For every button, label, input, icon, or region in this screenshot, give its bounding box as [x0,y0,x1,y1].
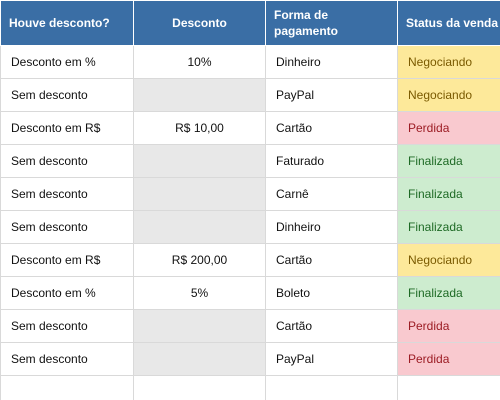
header-desconto[interactable]: Desconto [133,0,266,46]
cell-houve-desconto[interactable]: Sem desconto [0,309,134,343]
cell-houve-desconto[interactable]: Desconto em % [0,45,134,79]
cell-desconto[interactable]: R$ 200,00 [133,243,266,277]
cell-desconto[interactable]: 10% [133,45,266,79]
table-row: Sem desconto Dinheiro Finalizada [0,210,500,244]
header-status-venda[interactable]: Status da venda [397,0,500,46]
cell-desconto[interactable]: R$ 10,00 [133,111,266,145]
cell-forma-pagamento[interactable]: Cartão [265,243,398,277]
table-row: Sem desconto Cartão Perdida [0,309,500,343]
header-houve-desconto[interactable]: Houve desconto? [0,0,134,46]
cell-desconto[interactable] [133,210,266,244]
table-row: Sem desconto PayPal Negociando [0,78,500,112]
cell-houve-desconto[interactable]: Sem desconto [0,144,134,178]
cell-desconto[interactable]: 5% [133,276,266,310]
empty-cell[interactable] [133,375,266,400]
table-row: Sem desconto PayPal Perdida [0,342,500,376]
cell-status-venda[interactable]: Finalizada [397,276,500,310]
cell-status-venda[interactable]: Negociando [397,45,500,79]
cell-desconto[interactable] [133,177,266,211]
cell-status-venda[interactable]: Perdida [397,342,500,376]
cell-status-venda[interactable]: Finalizada [397,210,500,244]
empty-cell[interactable] [0,375,134,400]
cell-status-venda[interactable]: Perdida [397,111,500,145]
table-row: Sem desconto Carnê Finalizada [0,177,500,211]
cell-forma-pagamento[interactable]: Dinheiro [265,45,398,79]
cell-forma-pagamento[interactable]: Cartão [265,111,398,145]
table-row: Desconto em % 10% Dinheiro Negociando [0,45,500,79]
cell-houve-desconto[interactable]: Sem desconto [0,177,134,211]
cell-houve-desconto[interactable]: Sem desconto [0,210,134,244]
header-forma-pagamento[interactable]: Forma de pagamento [265,0,398,46]
cell-forma-pagamento[interactable]: PayPal [265,342,398,376]
cell-status-venda[interactable]: Negociando [397,78,500,112]
cell-houve-desconto[interactable]: Desconto em % [0,276,134,310]
cell-desconto[interactable] [133,144,266,178]
cell-forma-pagamento[interactable]: Dinheiro [265,210,398,244]
cell-desconto[interactable] [133,78,266,112]
table-row-empty [0,375,500,400]
header-row: Houve desconto? Desconto Forma de pagame… [0,0,500,46]
cell-status-venda[interactable]: Perdida [397,309,500,343]
cell-status-venda[interactable]: Negociando [397,243,500,277]
cell-forma-pagamento[interactable]: Faturado [265,144,398,178]
cell-houve-desconto[interactable]: Desconto em R$ [0,243,134,277]
cell-status-venda[interactable]: Finalizada [397,144,500,178]
cell-forma-pagamento[interactable]: PayPal [265,78,398,112]
table-row: Desconto em R$ R$ 10,00 Cartão Perdida [0,111,500,145]
table-row: Desconto em % 5% Boleto Finalizada [0,276,500,310]
cell-forma-pagamento[interactable]: Carnê [265,177,398,211]
cell-desconto[interactable] [133,342,266,376]
cell-houve-desconto[interactable]: Desconto em R$ [0,111,134,145]
cell-desconto[interactable] [133,309,266,343]
cell-status-venda[interactable]: Finalizada [397,177,500,211]
table-body: Desconto em % 10% Dinheiro Negociando Sem de… [0,45,500,400]
cell-houve-desconto[interactable]: Sem desconto [0,78,134,112]
table-row: Desconto em R$ R$ 200,00 Cartão Negociando [0,243,500,277]
table-row: Sem desconto Faturado Finalizada [0,144,500,178]
cell-forma-pagamento[interactable]: Boleto [265,276,398,310]
cell-houve-desconto[interactable]: Sem desconto [0,342,134,376]
empty-cell[interactable] [265,375,398,400]
empty-cell[interactable] [397,375,500,400]
cell-forma-pagamento[interactable]: Cartão [265,309,398,343]
